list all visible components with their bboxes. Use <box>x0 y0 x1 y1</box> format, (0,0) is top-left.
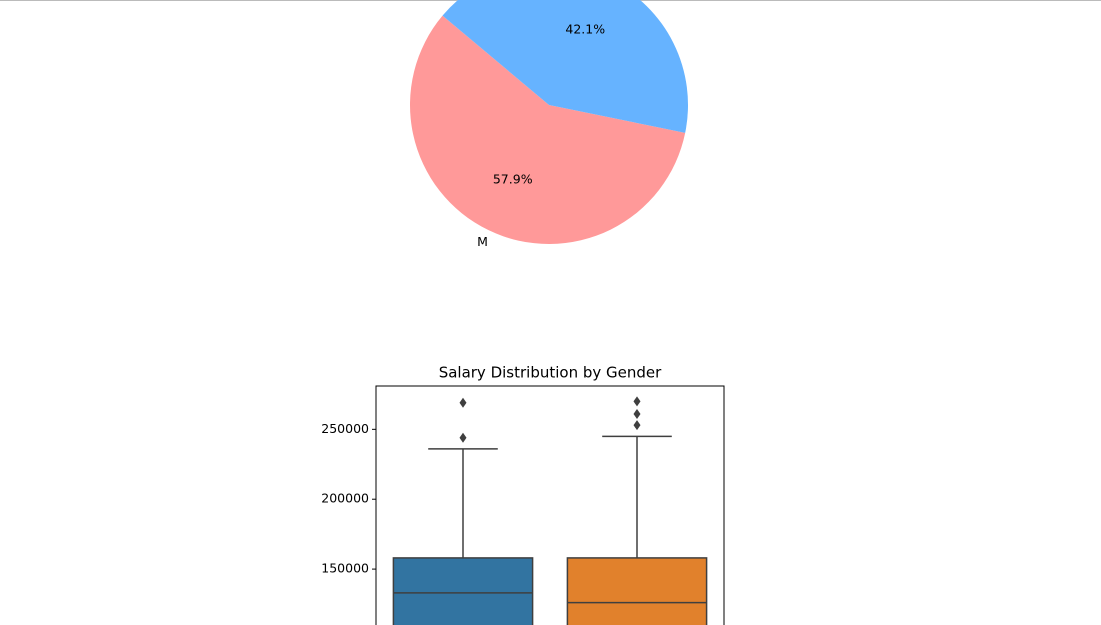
outlier <box>633 396 641 407</box>
y-tick-label: 200000 <box>321 491 369 506</box>
outlier <box>459 397 467 408</box>
box <box>566 557 708 625</box>
outlier <box>633 420 641 431</box>
outlier <box>633 408 641 419</box>
chart-title: Salary Distribution by Gender <box>439 364 662 382</box>
pie-value-label: 42.1% <box>565 21 605 36</box>
pie-slice <box>442 0 688 133</box>
y-tick-label: 250000 <box>321 421 369 436</box>
pie-category-label: M <box>477 234 488 249</box>
outlier <box>459 432 467 443</box>
pie-value-label: 57.9% <box>493 172 533 187</box>
pie-slice <box>409 15 686 245</box>
box <box>392 557 534 625</box>
axes-frame <box>375 385 725 625</box>
y-tick-label: 150000 <box>321 561 369 576</box>
